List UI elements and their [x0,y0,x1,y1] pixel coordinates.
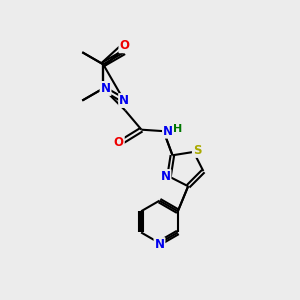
Text: N: N [100,82,110,95]
Text: H: H [173,124,182,134]
Text: O: O [119,39,129,52]
Text: N: N [163,125,173,138]
Text: N: N [119,94,129,107]
Text: S: S [193,144,201,157]
Text: N: N [154,238,164,251]
Text: O: O [114,136,124,149]
Text: N: N [160,170,170,183]
